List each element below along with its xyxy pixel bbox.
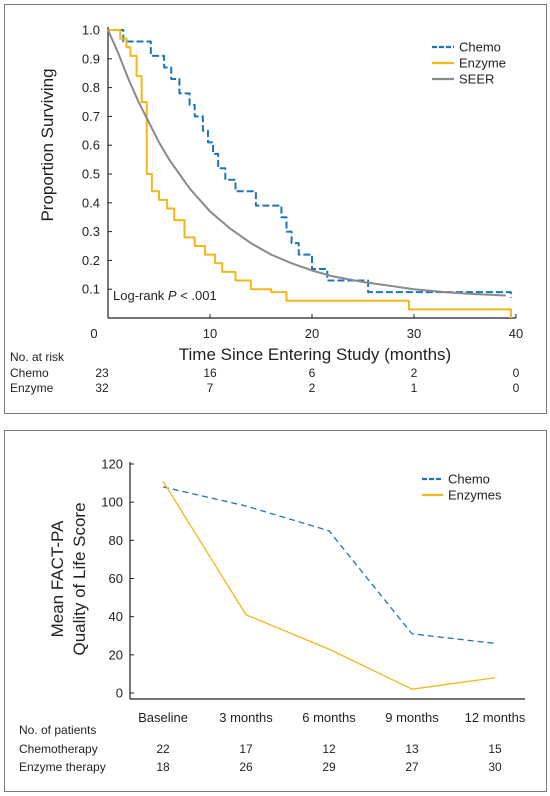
patients-cell: 29: [322, 760, 336, 774]
series-line-enzymes: [162, 480, 496, 690]
risk-cell: 7: [207, 381, 214, 395]
risk-cell: 32: [95, 381, 109, 395]
x-category-label: 9 months: [385, 710, 439, 725]
survival-chart: 0.10.20.30.40.50.60.70.80.91.00 10 20 30 40 …: [10, 23, 523, 396]
patients-cell: 17: [239, 742, 253, 756]
x-tick-label: 10: [203, 326, 217, 341]
x-category-label: 12 months: [465, 710, 526, 725]
risk-cell: 16: [203, 366, 217, 380]
series-line-chemo: [162, 486, 496, 645]
survival-x-axis-title: Time Since Entering Study (months): [179, 345, 451, 364]
y-tick-label: 80: [109, 533, 123, 548]
risk-table-header: No. at risk: [10, 350, 65, 364]
logrank-annotation: Log-rank P < .001: [113, 288, 217, 303]
legend-label-chemo: Chemo: [459, 40, 501, 55]
patients-table-header: No. of patients: [19, 723, 96, 737]
patients-cell: 12: [322, 742, 336, 756]
survival-chart-panel: 0.1 0.2 0.3 0.4 0.5 0.6 0.7 0.8 0.9 1.0 0 10 20 30 40 …: [4, 4, 547, 414]
x-category-label: 3 months: [219, 710, 273, 725]
y-tick-label: 0.6: [82, 138, 100, 153]
y-tick-label: 120: [101, 457, 123, 472]
qol-chart: 0 20 40 60 80 100 120 Baseline 3 months 6 months 9…: [19, 457, 526, 775]
patients-table: No. of patients Chemotherapy 22 17 12 13 15 Enz…: [19, 723, 502, 774]
patients-cell: 26: [239, 760, 253, 774]
y-tick-label: 60: [109, 571, 123, 586]
x-tick-label: 30: [407, 326, 421, 341]
y-tick-label: 40: [109, 609, 123, 624]
series-line-chemo: [108, 29, 512, 298]
qol-tick-labels: 0 20 40 60 80 100 120 Baseline 3 months 6 months 9…: [101, 457, 526, 726]
qol-chart-panel: 0 20 40 60 80 100 120 Baseline 3 months 6 months 9…: [4, 430, 547, 792]
qol-y-axis-title-line2: Quality of Life Score: [70, 502, 89, 655]
qol-axes: [129, 462, 525, 700]
x-category-label: Baseline: [138, 710, 188, 725]
risk-cell: 6: [309, 366, 316, 380]
series-line-seer: [107, 29, 506, 297]
patients-row-label: Enzyme therapy: [19, 760, 106, 774]
legend-label-seer: SEER: [459, 72, 494, 87]
patients-cell: 15: [488, 742, 502, 756]
y-tick-label: 0.5: [82, 167, 100, 182]
survival-series: [107, 29, 512, 318]
risk-cell: 0: [513, 366, 520, 380]
risk-row-label: Enzyme: [10, 381, 54, 395]
x-tick-label: 20: [305, 326, 319, 341]
patients-cell: 30: [488, 760, 502, 774]
legend-label-enzyme: Enzyme: [459, 56, 506, 71]
legend-label-enzymes: Enzymes: [448, 488, 502, 503]
series-line-enzyme: [108, 29, 512, 318]
risk-cell: 2: [309, 381, 316, 395]
survival-axes: [107, 27, 517, 319]
risk-cell: 2: [411, 366, 418, 380]
patients-row-label: Chemotherapy: [19, 742, 98, 756]
y-tick-label: 0.1: [82, 282, 100, 297]
patients-cell: 22: [156, 742, 170, 756]
risk-cell: 23: [95, 366, 109, 380]
patients-cell: 13: [405, 742, 419, 756]
legend-label-chemo: Chemo: [448, 472, 490, 487]
qol-y-axis-title-line1: Mean FACT-PA: [48, 520, 67, 637]
qol-series: [162, 480, 496, 690]
patients-cell: 18: [156, 760, 170, 774]
x-tick-label: 40: [509, 326, 523, 341]
y-tick-label: 0.9: [82, 51, 100, 66]
risk-row-label: Chemo: [10, 366, 49, 380]
patients-cell: 27: [405, 760, 419, 774]
x-category-label: 6 months: [302, 710, 356, 725]
risk-cell: 0: [513, 381, 520, 395]
y-tick-label: 0.7: [82, 109, 100, 124]
y-tick-label: 0: [116, 686, 123, 701]
y-tick-label: 1.0: [82, 23, 100, 38]
y-tick-label: 0.8: [82, 80, 100, 95]
x-tick-label: 0: [90, 326, 97, 341]
y-tick-label: 0.4: [82, 195, 100, 210]
y-tick-label: 0.3: [82, 224, 100, 239]
y-tick-label: 100: [101, 495, 123, 510]
y-tick-label: 0.2: [82, 253, 100, 268]
y-tick-label: 20: [109, 647, 123, 662]
risk-cell: 1: [411, 381, 418, 395]
survival-tick-labels: 0.1 0.2 0.3 0.4 0.5 0.6 0.7 0.8 0.9 1.0 0 10 20 30 40: [82, 23, 523, 342]
survival-y-axis-title: Proportion Surviving: [38, 68, 57, 221]
